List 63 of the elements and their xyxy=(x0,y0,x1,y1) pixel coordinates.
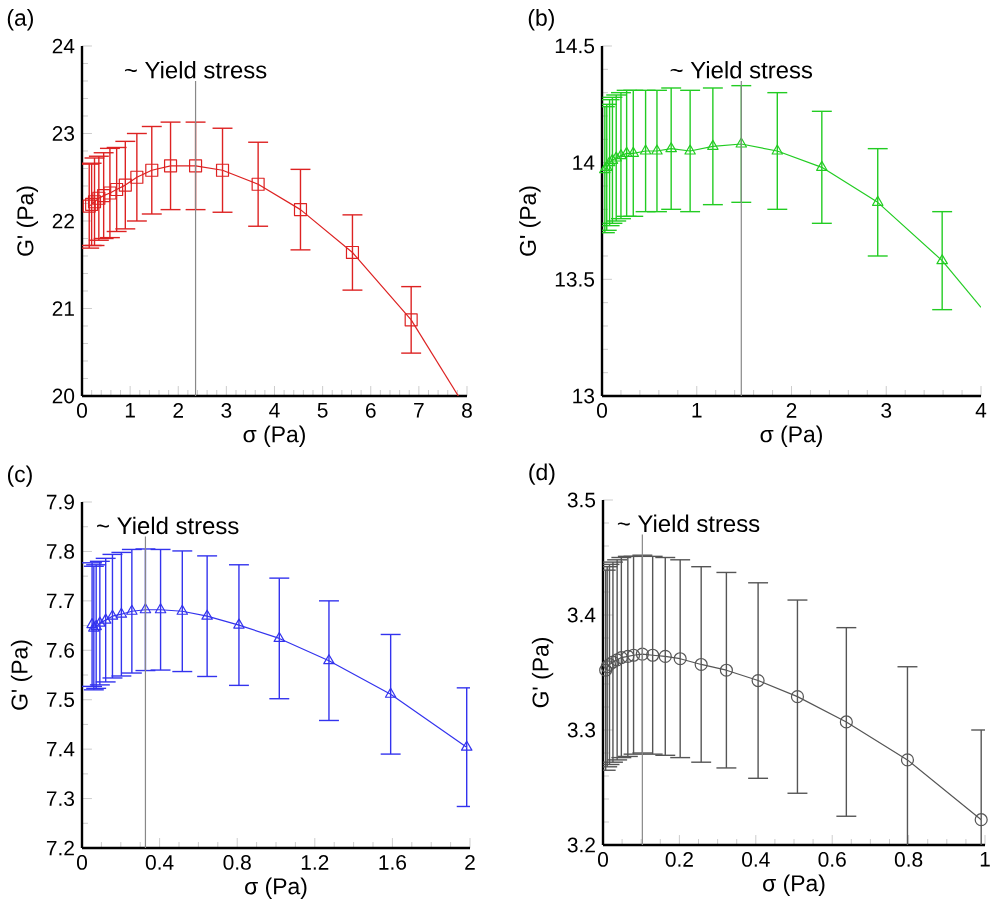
y-axis-title: G' (Pa) xyxy=(16,186,39,256)
ref-line-label: ~ Yield stress xyxy=(124,61,267,79)
x-tick-label: 6 xyxy=(365,403,376,418)
y-tick-label: 20 xyxy=(52,388,75,404)
x-axis-title: σ (Pa) xyxy=(763,874,825,896)
y-tick-label: 21 xyxy=(52,301,74,316)
x-tick-label: 2 xyxy=(465,855,475,870)
y-tick-label: 14 xyxy=(573,155,595,170)
y-tick-label: 7.7 xyxy=(46,593,74,609)
y-tick-label: 7.3 xyxy=(46,791,75,806)
y-tick-label: 7.6 xyxy=(46,642,75,658)
y-tick-label: 14.5 xyxy=(555,38,595,54)
x-tick-label: 1 xyxy=(125,403,135,418)
x-tick-label: 0.8 xyxy=(223,855,251,870)
x-tick-label: 4 xyxy=(269,403,280,418)
ref-line-label: ~ Yield stress xyxy=(97,516,239,535)
y-tick-label: 24 xyxy=(52,38,75,54)
x-tick-label: 0 xyxy=(76,855,87,870)
x-tick-label: 0 xyxy=(597,403,607,418)
y-tick-label: 7.8 xyxy=(46,544,75,559)
y-tick-label: 7.4 xyxy=(46,741,75,757)
x-axis-title: σ (Pa) xyxy=(243,425,305,447)
x-tick-label: 2 xyxy=(173,403,183,418)
x-tick-label: 3 xyxy=(881,403,892,418)
y-tick-label: 3.4 xyxy=(567,607,596,623)
x-tick-label: 0 xyxy=(598,852,608,867)
chart-title: (d) xyxy=(529,463,555,485)
y-tick-label: 7.9 xyxy=(46,494,74,510)
ref-line-label: ~ Yield stress xyxy=(670,61,813,79)
y-tick-label: 3.3 xyxy=(567,722,596,738)
y-tick-label: 23 xyxy=(52,126,75,141)
x-tick-label: 4 xyxy=(975,403,987,418)
ref-line-label: ~ Yield stress xyxy=(617,514,760,533)
x-tick-label: 1 xyxy=(692,403,702,418)
x-axis-title: σ (Pa) xyxy=(760,425,822,447)
chart-title: (c) xyxy=(7,465,32,487)
x-tick-label: 0.6 xyxy=(818,852,846,867)
y-tick-label: 7.2 xyxy=(46,840,74,856)
x-tick-label: 0.2 xyxy=(665,852,693,867)
x-tick-label: 5 xyxy=(317,403,328,418)
y-tick-label: 7.5 xyxy=(46,692,75,708)
x-tick-label: 1.2 xyxy=(301,855,329,870)
y-tick-label: 13 xyxy=(573,388,595,404)
y-axis-title: G' (Pa) xyxy=(10,640,33,710)
chart-title: (b) xyxy=(528,9,554,31)
x-tick-label: 1 xyxy=(980,852,990,867)
x-tick-label: 0.4 xyxy=(742,852,770,867)
y-tick-label: 3.5 xyxy=(567,492,596,508)
x-axis-title: σ (Pa) xyxy=(245,877,307,899)
y-tick-label: 13.5 xyxy=(555,271,595,287)
x-tick-label: 0 xyxy=(76,403,87,418)
x-tick-label: 0.4 xyxy=(145,855,174,870)
x-tick-label: 1.6 xyxy=(379,855,407,870)
x-tick-label: 3 xyxy=(221,403,232,418)
x-tick-label: 8 xyxy=(462,403,472,418)
x-tick-label: 7 xyxy=(414,403,424,418)
y-tick-label: 22 xyxy=(52,213,74,229)
y-axis-title: G' (Pa) xyxy=(519,186,541,256)
chart-title: (a) xyxy=(7,9,33,31)
x-tick-label: 0.8 xyxy=(894,852,923,867)
x-tick-label: 2 xyxy=(786,403,797,418)
y-tick-label: 3.2 xyxy=(567,837,595,853)
y-axis-title: G' (Pa) xyxy=(531,638,554,708)
